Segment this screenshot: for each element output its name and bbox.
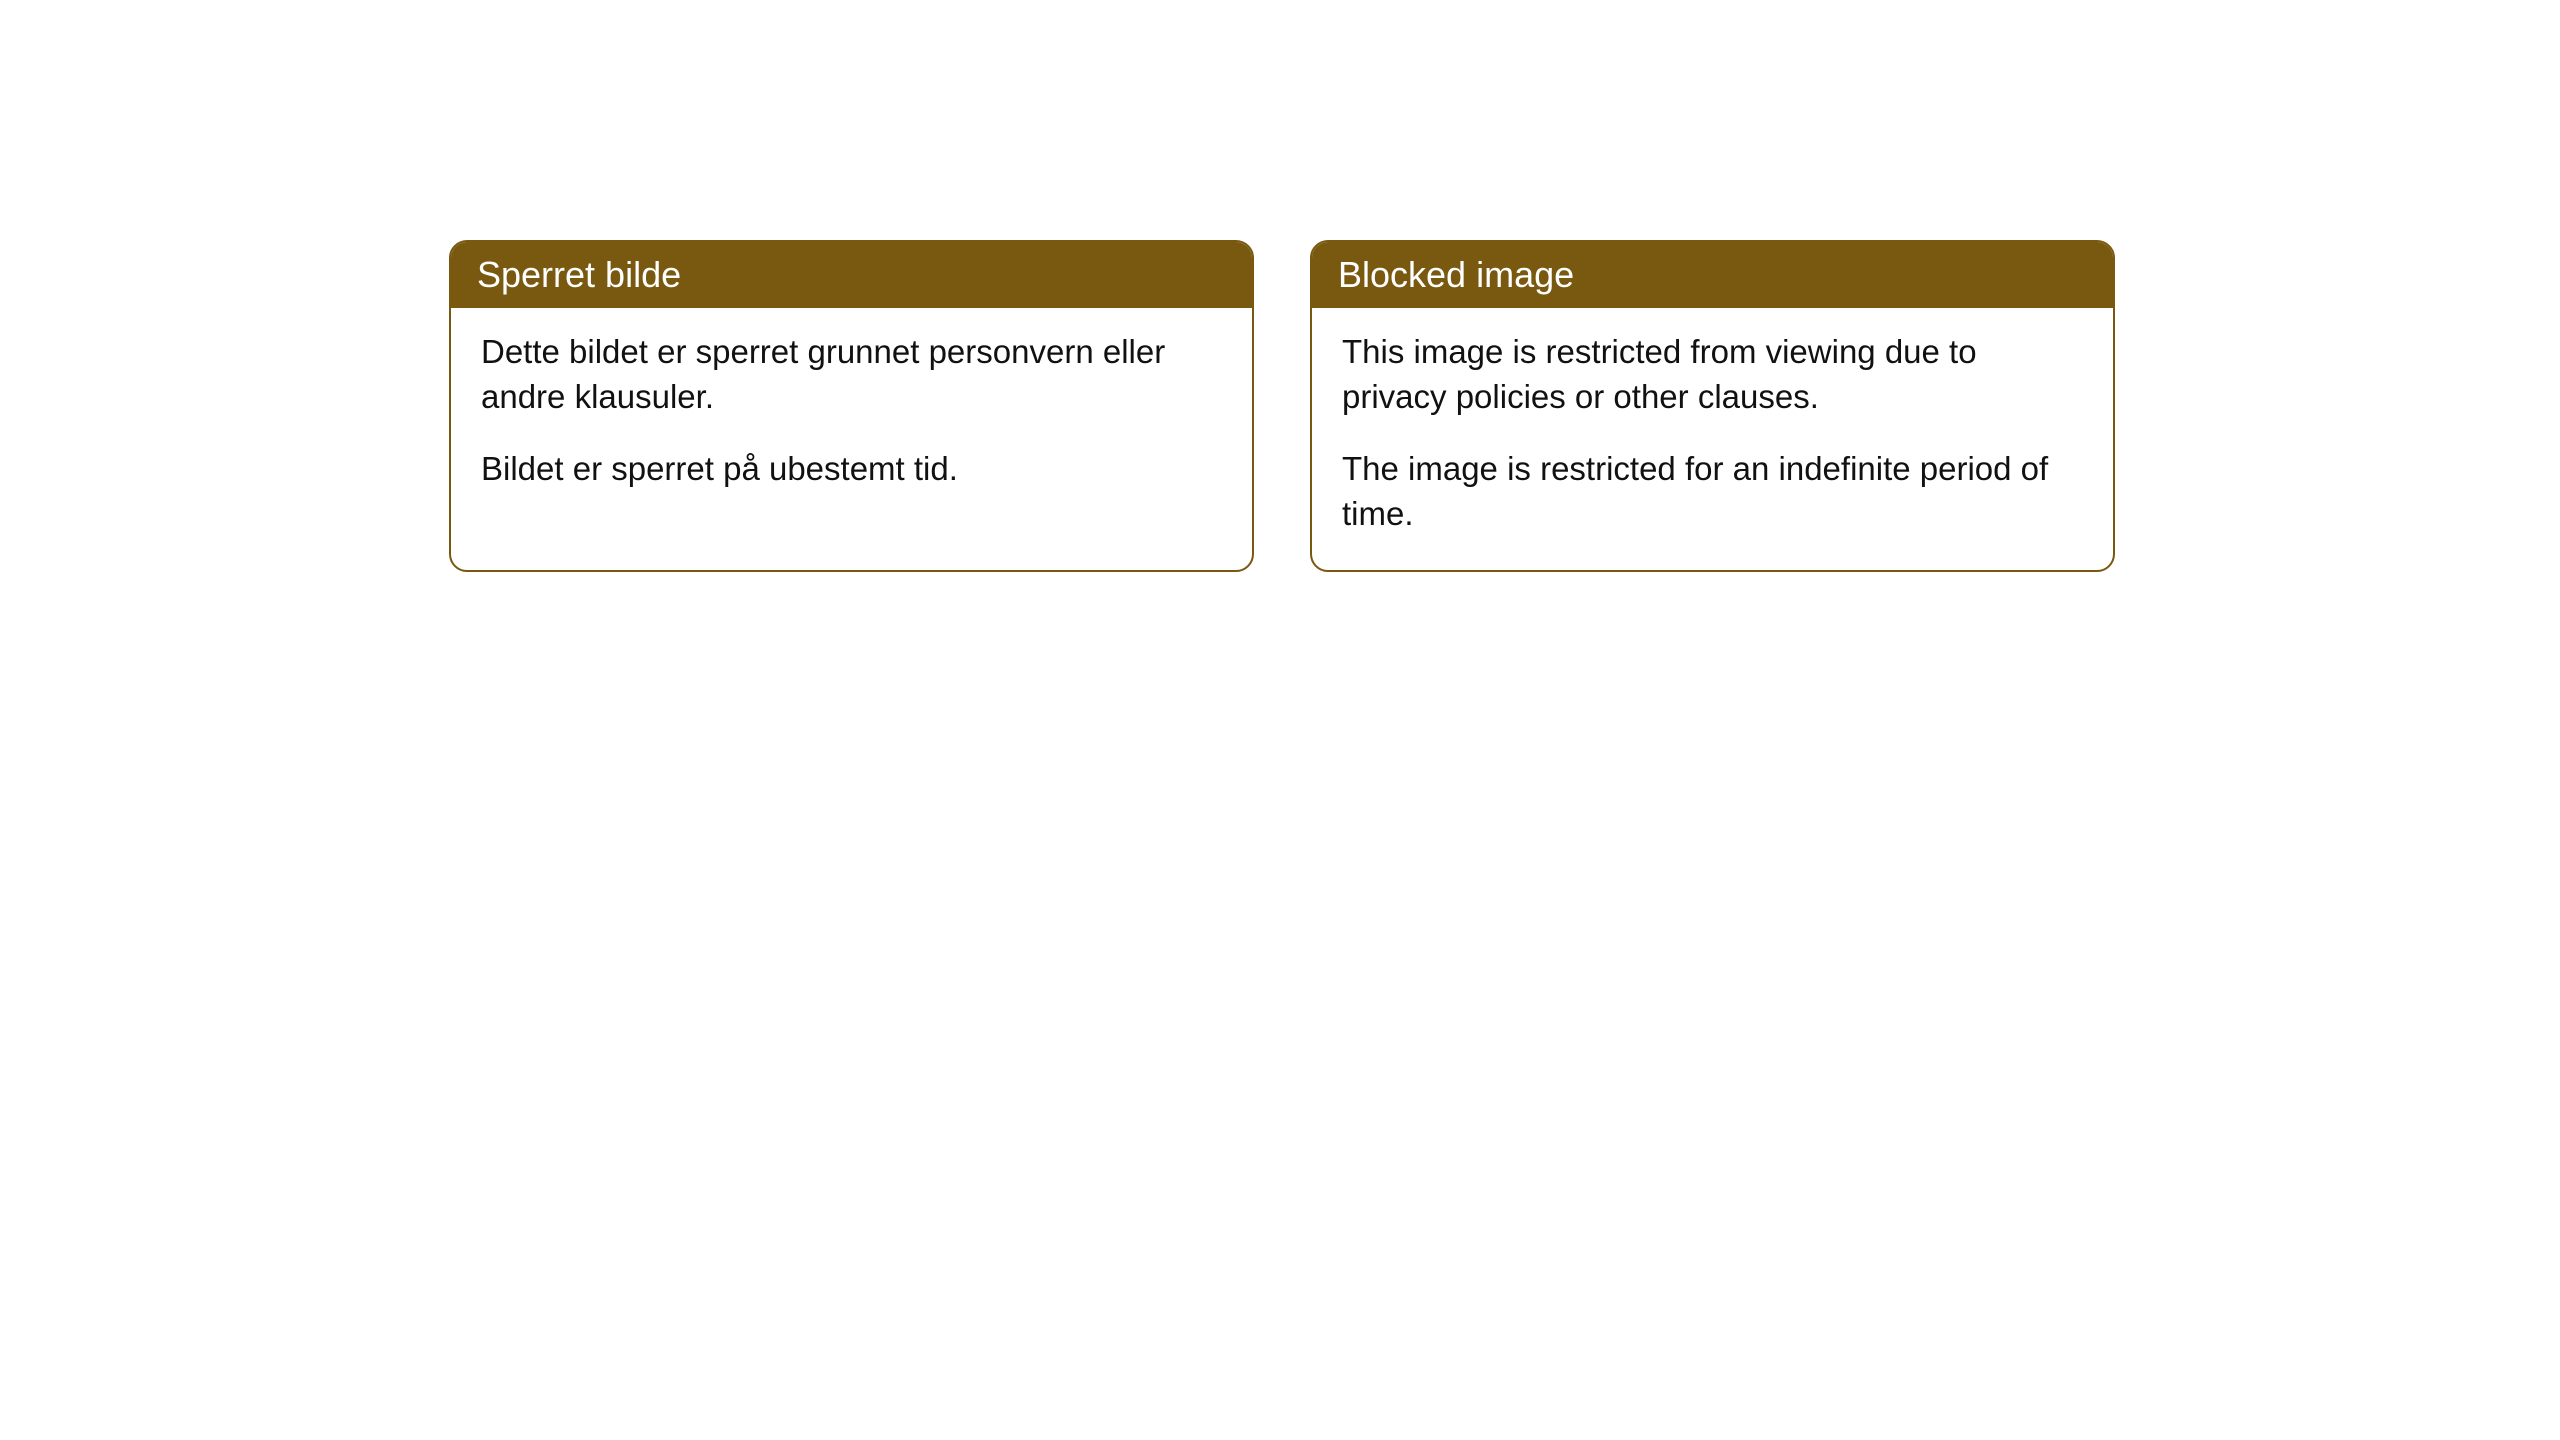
cards-container: Sperret bilde Dette bildet er sperret gr… — [449, 240, 2115, 572]
card-header-en: Blocked image — [1312, 242, 2113, 308]
card-body-no: Dette bildet er sperret grunnet personve… — [451, 308, 1252, 526]
card-text-en-1: This image is restricted from viewing du… — [1342, 330, 2083, 419]
card-text-no-2: Bildet er sperret på ubestemt tid. — [481, 447, 1222, 492]
blocked-image-card-no: Sperret bilde Dette bildet er sperret gr… — [449, 240, 1254, 572]
card-text-en-2: The image is restricted for an indefinit… — [1342, 447, 2083, 536]
card-body-en: This image is restricted from viewing du… — [1312, 308, 2113, 570]
card-text-no-1: Dette bildet er sperret grunnet personve… — [481, 330, 1222, 419]
card-header-no: Sperret bilde — [451, 242, 1252, 308]
blocked-image-card-en: Blocked image This image is restricted f… — [1310, 240, 2115, 572]
